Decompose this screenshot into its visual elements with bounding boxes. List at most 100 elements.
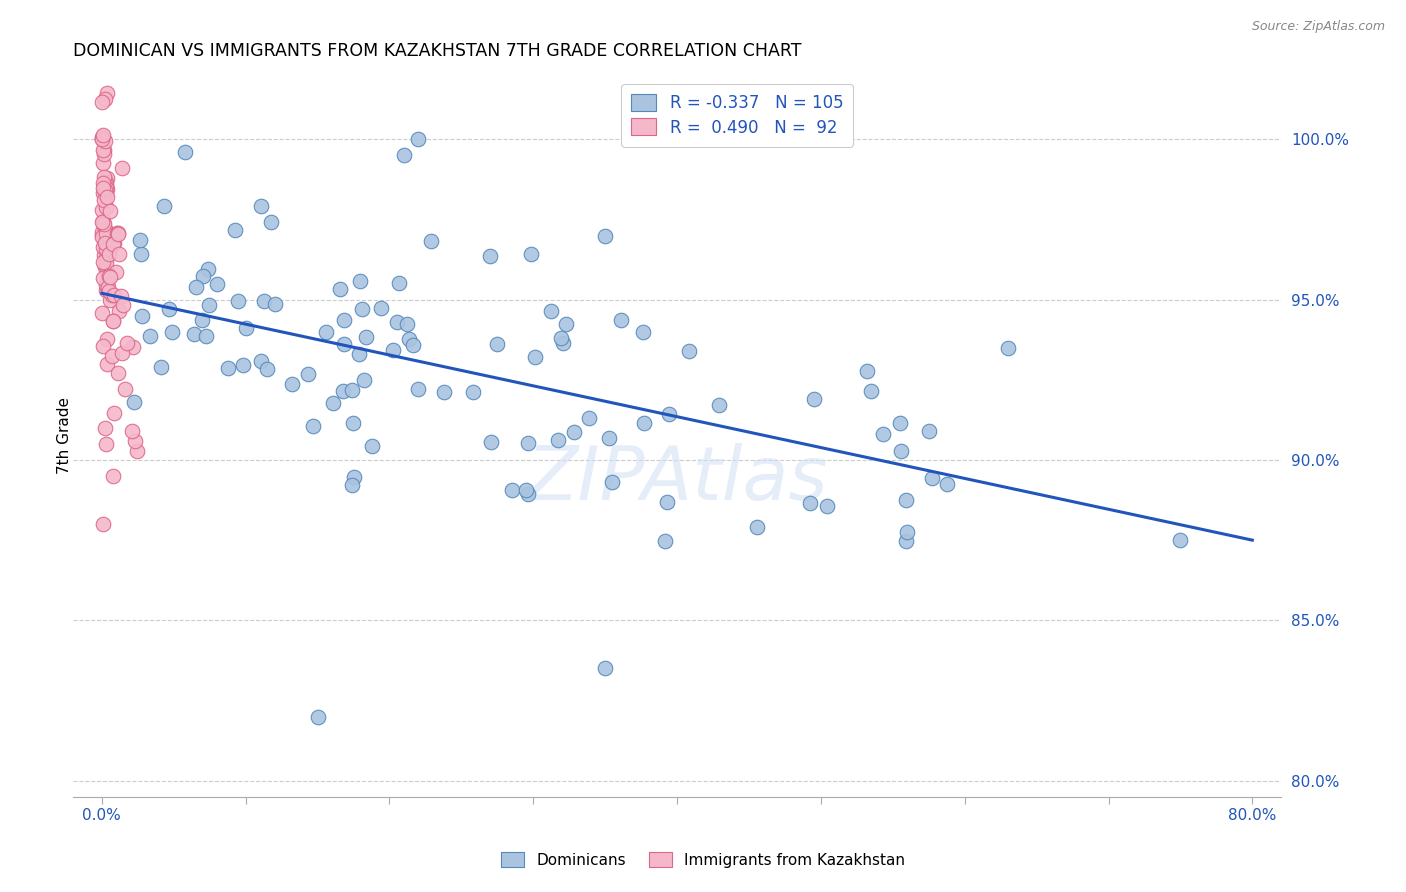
Dominicans: [553, 336, 575, 351]
Immigrants from Kazakhstan: [98, 293, 121, 308]
Immigrants from Kazakhstan: [94, 232, 117, 246]
Dominicans: [855, 364, 877, 378]
Immigrants from Kazakhstan: [103, 469, 125, 483]
Dominicans: [593, 661, 616, 675]
Immigrants from Kazakhstan: [103, 406, 125, 420]
Immigrants from Kazakhstan: [93, 257, 115, 271]
Immigrants from Kazakhstan: [93, 421, 115, 435]
Immigrants from Kazakhstan: [115, 335, 138, 350]
Dominicans: [228, 294, 250, 309]
Immigrants from Kazakhstan: [97, 280, 120, 294]
Dominicans: [461, 385, 484, 400]
Y-axis label: 7th Grade: 7th Grade: [58, 398, 72, 475]
Dominicans: [515, 483, 537, 497]
Dominicans: [329, 282, 352, 296]
Immigrants from Kazakhstan: [93, 147, 115, 161]
Dominicans: [301, 418, 323, 433]
Immigrants from Kazakhstan: [107, 227, 129, 241]
Dominicans: [297, 368, 319, 382]
Immigrants from Kazakhstan: [94, 236, 117, 251]
Dominicans: [398, 332, 420, 346]
Immigrants from Kazakhstan: [111, 346, 134, 360]
Immigrants from Kazakhstan: [93, 156, 115, 170]
Dominicans: [402, 338, 425, 352]
Immigrants from Kazakhstan: [107, 366, 129, 380]
Dominicans: [600, 475, 623, 489]
Immigrants from Kazakhstan: [96, 277, 118, 292]
Immigrants from Kazakhstan: [101, 236, 124, 251]
Dominicans: [890, 444, 912, 458]
Immigrants from Kazakhstan: [94, 93, 117, 107]
Dominicans: [129, 247, 152, 261]
Dominicans: [433, 385, 456, 400]
Immigrants from Kazakhstan: [93, 143, 115, 157]
Immigrants from Kazakhstan: [94, 183, 117, 197]
Dominicans: [343, 469, 366, 483]
Immigrants from Kazakhstan: [91, 215, 114, 229]
Immigrants from Kazakhstan: [91, 129, 114, 144]
Dominicans: [370, 301, 392, 316]
Immigrants from Kazakhstan: [104, 265, 127, 279]
Dominicans: [678, 344, 700, 359]
Dominicans: [547, 434, 569, 448]
Immigrants from Kazakhstan: [91, 128, 114, 143]
Dominicans: [250, 199, 273, 213]
Dominicans: [896, 492, 918, 507]
Dominicans: [420, 234, 443, 248]
Immigrants from Kazakhstan: [91, 213, 114, 227]
Dominicans: [232, 358, 254, 372]
Dominicans: [654, 533, 676, 548]
Dominicans: [347, 347, 370, 361]
Dominicans: [197, 261, 219, 276]
Immigrants from Kazakhstan: [91, 225, 114, 239]
Dominicans: [406, 132, 429, 146]
Dominicans: [598, 431, 620, 445]
Immigrants from Kazakhstan: [94, 242, 117, 256]
Immigrants from Kazakhstan: [91, 227, 114, 242]
Dominicans: [152, 199, 174, 213]
Immigrants from Kazakhstan: [114, 382, 136, 396]
Dominicans: [253, 293, 276, 308]
Dominicans: [340, 477, 363, 491]
Immigrants from Kazakhstan: [91, 254, 114, 268]
Dominicans: [191, 269, 214, 284]
Dominicans: [872, 426, 894, 441]
Immigrants from Kazakhstan: [93, 222, 115, 236]
Dominicans: [122, 395, 145, 409]
Dominicans: [150, 359, 173, 374]
Immigrants from Kazakhstan: [96, 190, 118, 204]
Immigrants from Kazakhstan: [91, 306, 114, 320]
Dominicans: [896, 525, 918, 540]
Dominicans: [217, 360, 239, 375]
Dominicans: [138, 329, 160, 343]
Immigrants from Kazakhstan: [103, 288, 125, 302]
Immigrants from Kazakhstan: [110, 289, 132, 303]
Dominicans: [315, 325, 337, 339]
Dominicans: [610, 312, 633, 326]
Dominicans: [799, 496, 821, 510]
Immigrants from Kazakhstan: [91, 217, 114, 231]
Immigrants from Kazakhstan: [96, 181, 118, 195]
Immigrants from Kazakhstan: [96, 171, 118, 186]
Dominicans: [224, 223, 246, 237]
Immigrants from Kazakhstan: [93, 181, 115, 195]
Dominicans: [340, 384, 363, 398]
Dominicans: [260, 215, 283, 229]
Immigrants from Kazakhstan: [97, 269, 120, 284]
Immigrants from Kazakhstan: [98, 270, 121, 285]
Immigrants from Kazakhstan: [98, 284, 121, 298]
Immigrants from Kazakhstan: [91, 339, 114, 353]
Immigrants from Kazakhstan: [98, 247, 121, 261]
Dominicans: [633, 417, 655, 431]
Immigrants from Kazakhstan: [96, 182, 118, 196]
Dominicans: [478, 248, 501, 262]
Immigrants from Kazakhstan: [93, 170, 115, 185]
Dominicans: [235, 321, 257, 335]
Immigrants from Kazakhstan: [91, 176, 114, 190]
Text: Source: ZipAtlas.com: Source: ZipAtlas.com: [1251, 20, 1385, 33]
Dominicans: [658, 407, 681, 421]
Dominicans: [263, 297, 285, 311]
Dominicans: [198, 298, 221, 312]
Immigrants from Kazakhstan: [94, 277, 117, 292]
Dominicans: [205, 277, 228, 291]
